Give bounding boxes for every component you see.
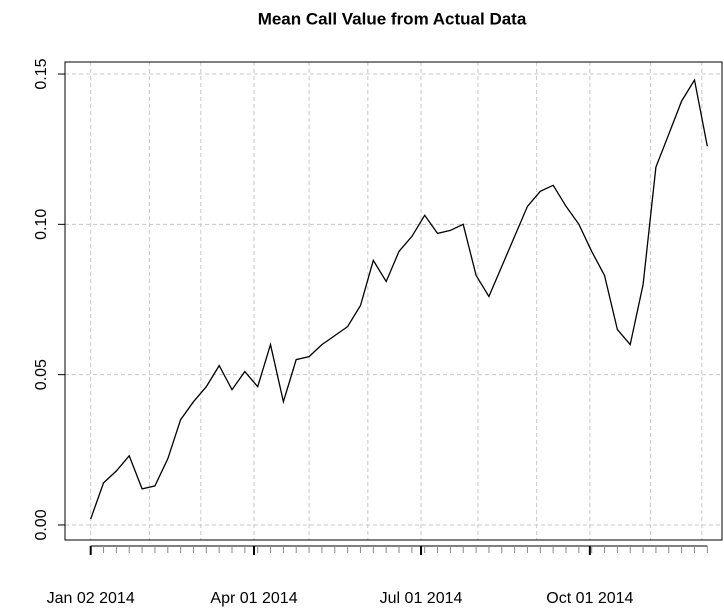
x-tick-label: Jul 01 2014 xyxy=(380,590,463,607)
x-tick-label: Apr 01 2014 xyxy=(210,590,297,607)
y-tick-label: 0.10 xyxy=(33,209,50,240)
x-tick-label: Oct 01 2014 xyxy=(546,590,633,607)
y-tick-label: 0.15 xyxy=(33,58,50,89)
y-tick-label: 0.05 xyxy=(33,359,50,390)
x-tick-label: Jan 02 2014 xyxy=(47,590,135,607)
plot-frame xyxy=(64,61,723,541)
chart-title: Mean Call Value from Actual Data xyxy=(258,9,527,28)
series-line xyxy=(90,78,708,520)
y-tick-label: 0.00 xyxy=(33,509,50,540)
